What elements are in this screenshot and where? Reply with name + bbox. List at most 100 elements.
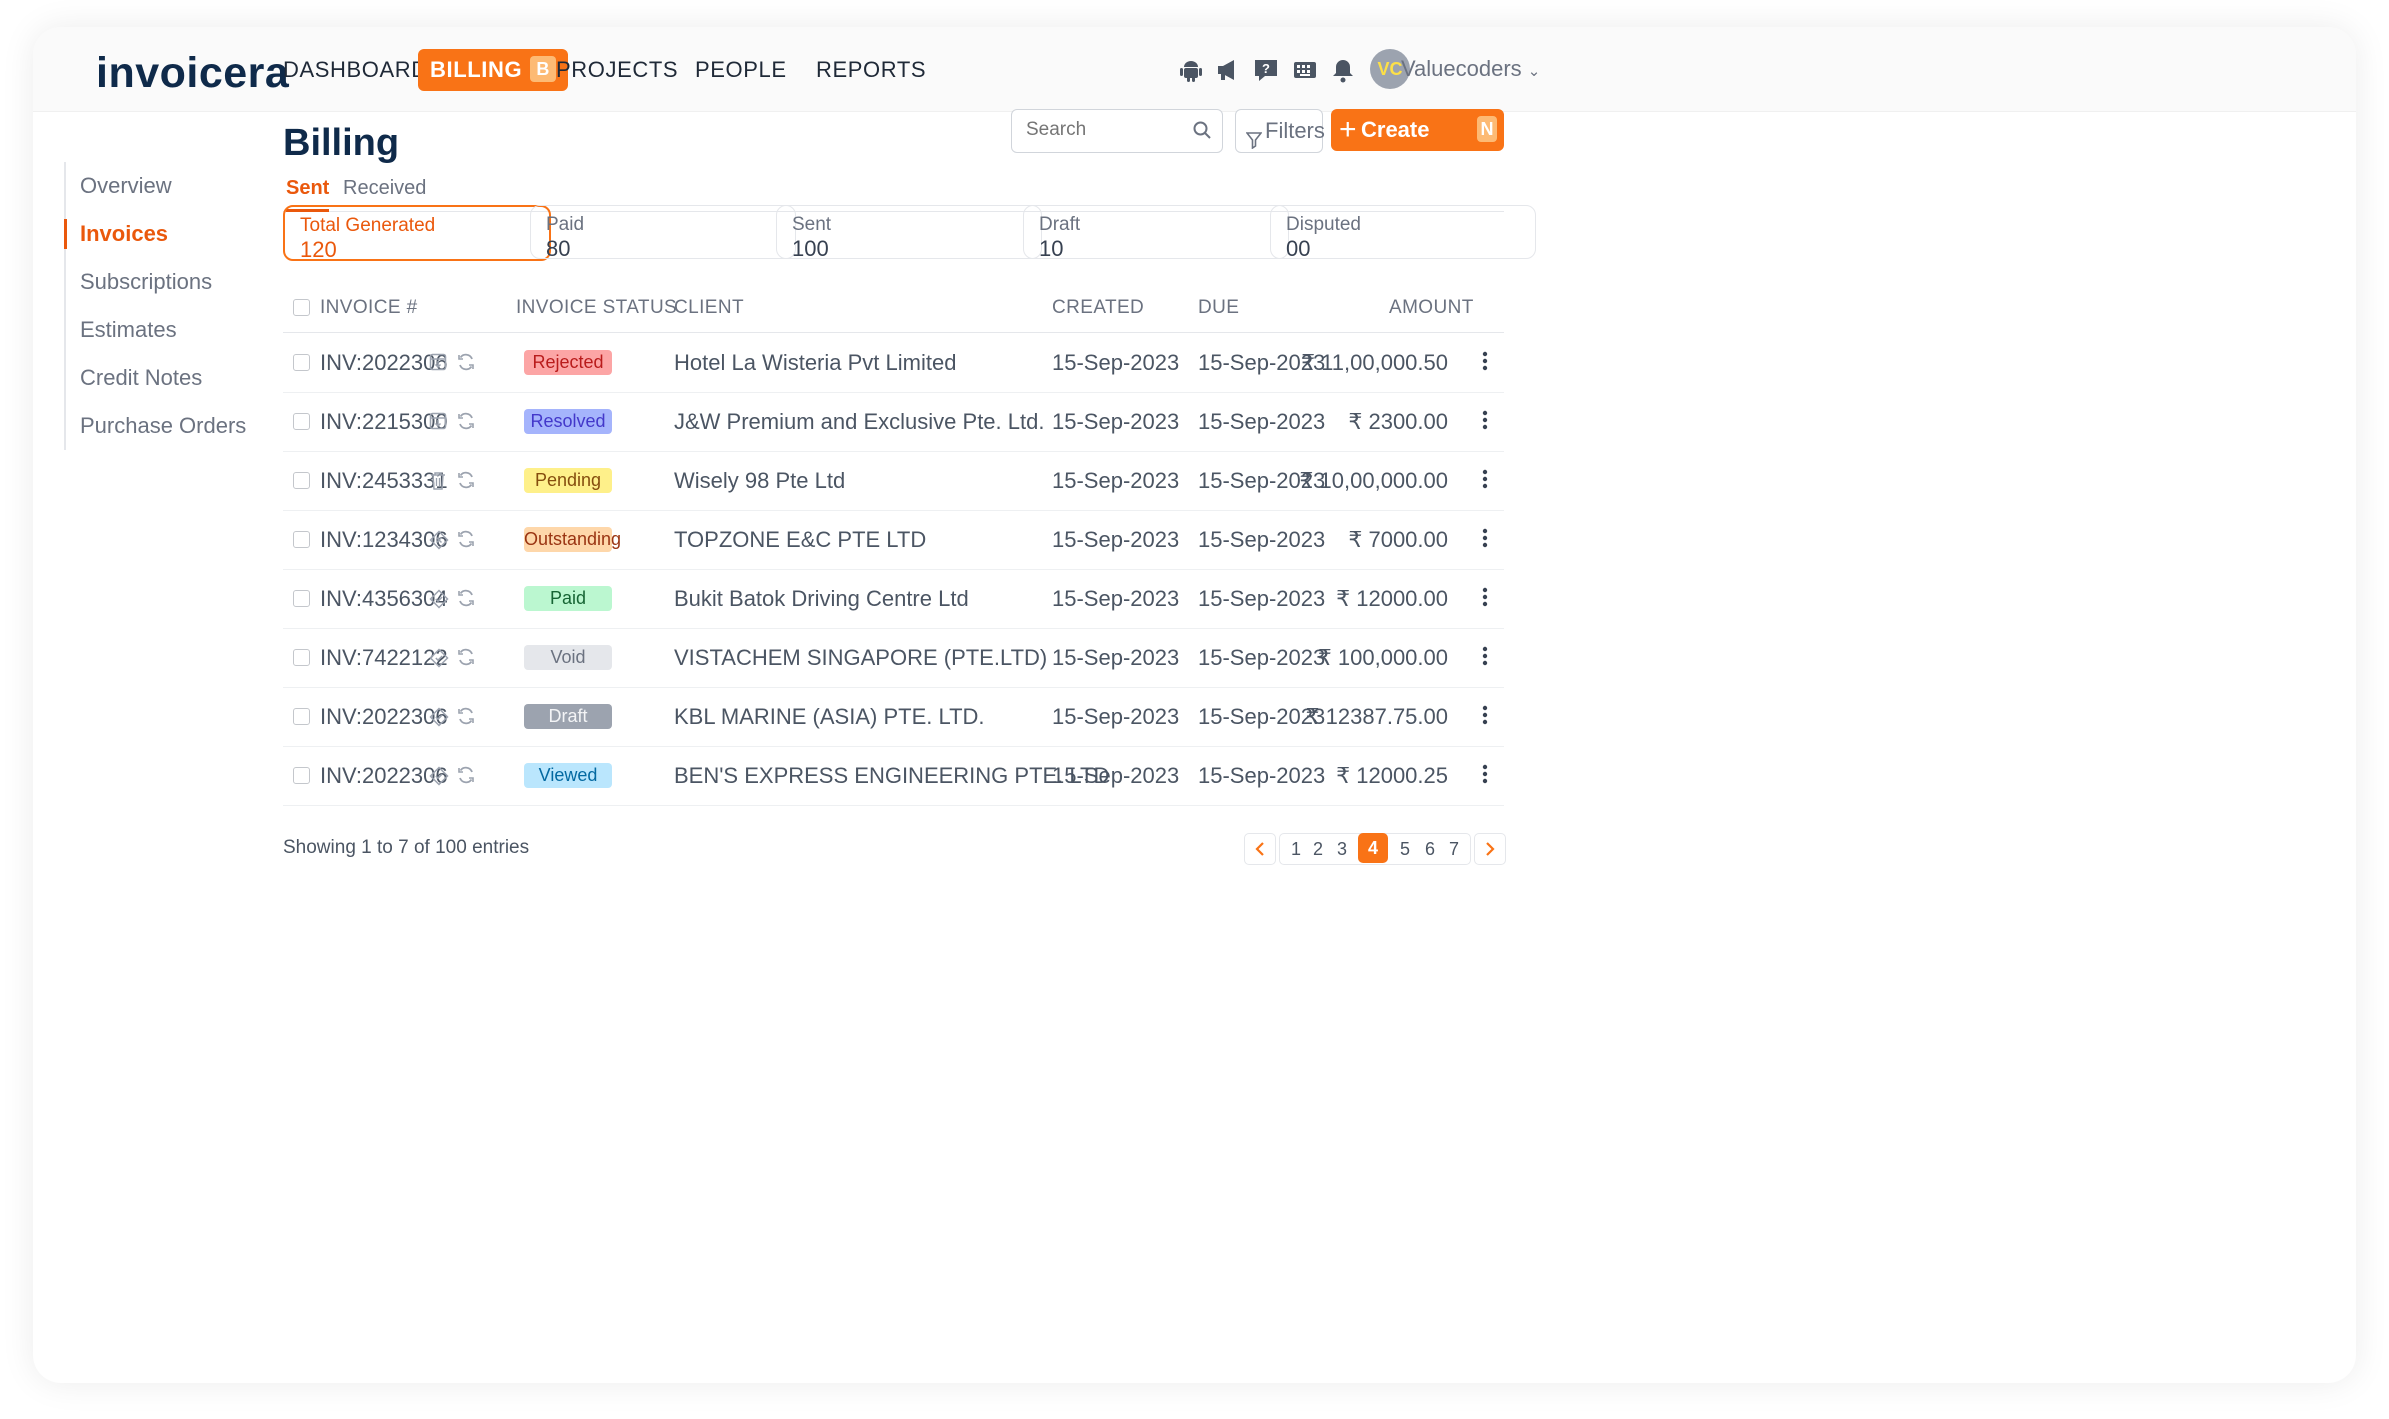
page-5[interactable]: 5: [1399, 839, 1410, 859]
filters-button[interactable]: Filters: [1235, 109, 1325, 153]
refresh-icon[interactable]: [456, 352, 476, 377]
refresh-icon[interactable]: [456, 588, 476, 613]
amount: ₹ 2300.00: [1348, 409, 1448, 434]
sidebar-item-invoices[interactable]: Invoices: [63, 210, 246, 258]
more-actions-icon[interactable]: [1482, 586, 1488, 613]
search-icon[interactable]: [1192, 120, 1212, 145]
stat-value: 00: [1286, 236, 1311, 261]
more-actions-icon[interactable]: [1482, 704, 1488, 731]
status-badge: Pending: [524, 468, 612, 493]
page-4-current[interactable]: 4: [1358, 833, 1388, 863]
sidebar-item-subscriptions[interactable]: Subscriptions: [80, 269, 213, 294]
search-input[interactable]: [1012, 110, 1200, 150]
invoice-number[interactable]: INV:1234306: [320, 527, 448, 552]
stat-total-generated[interactable]: Total Generated 120: [283, 205, 551, 262]
select-all-checkbox[interactable]: [293, 299, 310, 316]
due-date: 15-Sep-2023: [1198, 527, 1326, 552]
row-checkbox[interactable]: [293, 472, 310, 489]
nav-billing[interactable]: BILLING B: [418, 49, 569, 91]
tab-sent[interactable]: Sent: [286, 171, 330, 212]
more-actions-icon[interactable]: [1482, 350, 1488, 377]
row-checkbox[interactable]: [293, 413, 310, 430]
diamond-check-icon[interactable]: [429, 589, 449, 614]
more-actions-icon[interactable]: [1482, 527, 1488, 554]
tab-received[interactable]: Received: [343, 177, 427, 199]
client-name: KBL MARINE (ASIA) PTE. LTD.: [674, 704, 985, 729]
chevron-down-icon: ⌄: [1527, 63, 1541, 80]
page-2[interactable]: 2: [1312, 839, 1323, 859]
row-checkbox[interactable]: [293, 354, 310, 371]
sidebar-item-overview[interactable]: Overview: [80, 173, 172, 198]
table-row[interactable]: INV:4356304 Paid Bukit Batok Driving Centr…: [283, 569, 1504, 629]
keyboard-icon[interactable]: [1292, 57, 1318, 83]
nav-reports[interactable]: REPORTS: [816, 57, 927, 82]
refresh-icon[interactable]: [456, 529, 476, 554]
nav-dashboard[interactable]: DASHBOARD: [283, 57, 428, 82]
download-icon[interactable]: [429, 412, 447, 435]
invoice-number[interactable]: INV:7422122: [320, 645, 448, 670]
refresh-icon[interactable]: [456, 470, 476, 495]
invoice-number[interactable]: INV:2215300: [320, 409, 448, 434]
stat-paid[interactable]: Paid 80: [530, 205, 796, 261]
trash-icon[interactable]: [429, 471, 447, 496]
help-icon[interactable]: ?: [1253, 57, 1279, 83]
stat-value: 100: [792, 236, 829, 261]
invoice-number[interactable]: INV:2022306: [320, 763, 448, 788]
diamond-check-icon[interactable]: [429, 766, 449, 791]
table-row[interactable]: INV:2022306 Rejected Hotel La Wisteria Pvt…: [283, 333, 1504, 393]
app-window: invoicera DASHBOARD BILLING B PROJECTS PE…: [33, 27, 2356, 1383]
diamond-check-icon[interactable]: [429, 707, 449, 732]
stat-value: 80: [546, 236, 571, 261]
page-7[interactable]: 7: [1448, 839, 1459, 859]
page-3[interactable]: 3: [1336, 839, 1347, 859]
invoice-number[interactable]: INV:2022306: [320, 350, 448, 375]
nav-people[interactable]: PEOPLE: [695, 57, 787, 82]
sidebar-item-credit-notes[interactable]: Credit Notes: [80, 365, 203, 390]
table-row[interactable]: INV:2022306 Draft KBL MARINE (ASIA) PTE. L…: [283, 687, 1504, 747]
prev-page-button[interactable]: [1244, 833, 1276, 865]
sidebar-item-estimates[interactable]: Estimates: [80, 317, 177, 342]
diamond-x-icon[interactable]: [429, 530, 449, 555]
refresh-icon[interactable]: [456, 411, 476, 436]
next-page-button[interactable]: [1474, 833, 1506, 865]
invoicera-logo[interactable]: invoicera: [96, 49, 290, 97]
page-title: Billing: [283, 122, 400, 164]
due-date: 15-Sep-2023: [1198, 645, 1326, 670]
refresh-icon[interactable]: [456, 706, 476, 731]
row-checkbox[interactable]: [293, 590, 310, 607]
bell-icon[interactable]: [1330, 57, 1356, 83]
table-row[interactable]: INV:1234306 Outstanding TOPZONE E&C PTE LT…: [283, 510, 1504, 570]
stat-draft[interactable]: Draft 10: [1023, 205, 1289, 261]
row-checkbox[interactable]: [293, 531, 310, 548]
refresh-icon[interactable]: [456, 647, 476, 672]
page-1[interactable]: 1: [1290, 839, 1301, 859]
more-actions-icon[interactable]: [1482, 763, 1488, 790]
refresh-icon[interactable]: [456, 765, 476, 790]
nav-projects[interactable]: PROJECTS: [556, 57, 679, 82]
create-invoice-button[interactable]: + Create Invoice N: [1331, 109, 1504, 184]
table-row[interactable]: INV:2215300 Resolved J&W Premium and Exclu…: [283, 392, 1504, 452]
invoice-number[interactable]: INV:2022306: [320, 704, 448, 729]
table-row[interactable]: INV:2453331 Pending Wisely 98 Pte Ltd 15-Se…: [283, 451, 1504, 511]
row-checkbox[interactable]: [293, 649, 310, 666]
table-row[interactable]: INV:7422122 Void VISTACHEM SINGAPORE (PTE.…: [283, 628, 1504, 688]
avatar[interactable]: VC: [1370, 49, 1410, 89]
sidebar-item-purchase-orders[interactable]: Purchase Orders: [80, 413, 247, 438]
more-actions-icon[interactable]: [1482, 645, 1488, 672]
more-actions-icon[interactable]: [1482, 409, 1488, 436]
stat-disputed[interactable]: Disputed 00: [1270, 205, 1536, 261]
row-checkbox[interactable]: [293, 708, 310, 725]
table-row[interactable]: INV:2022306 Viewed BEN'S EXPRESS ENGINEERI…: [283, 746, 1504, 806]
invoice-number[interactable]: INV:2453331: [320, 468, 448, 493]
download-icon[interactable]: [429, 353, 447, 376]
amount: ₹ 12000.00: [1336, 586, 1448, 611]
megaphone-icon[interactable]: [1215, 57, 1241, 83]
row-checkbox[interactable]: [293, 767, 310, 784]
page-6[interactable]: 6: [1424, 839, 1435, 859]
user-menu[interactable]: Valuecoders ⌄: [1401, 49, 1540, 89]
android-icon[interactable]: [1178, 57, 1204, 83]
stat-sent[interactable]: Sent 100: [776, 205, 1042, 261]
invoice-number[interactable]: INV:4356304: [320, 586, 448, 611]
more-actions-icon[interactable]: [1482, 468, 1488, 495]
diamond-check-icon[interactable]: [429, 648, 449, 673]
